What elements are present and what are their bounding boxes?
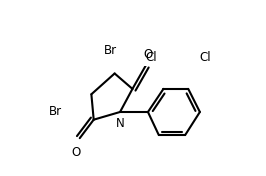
Text: Br: Br [49, 105, 62, 118]
Text: O: O [71, 146, 81, 159]
Text: Br: Br [104, 44, 117, 57]
Text: N: N [116, 117, 124, 130]
Text: Cl: Cl [200, 51, 211, 64]
Text: Cl: Cl [145, 51, 157, 64]
Text: O: O [71, 146, 81, 159]
Text: Br: Br [49, 105, 62, 118]
Text: Br: Br [104, 44, 117, 57]
Text: Cl: Cl [145, 51, 157, 64]
Text: Cl: Cl [200, 51, 211, 64]
Text: O: O [143, 48, 153, 61]
Text: O: O [143, 48, 153, 61]
Text: N: N [116, 117, 124, 130]
